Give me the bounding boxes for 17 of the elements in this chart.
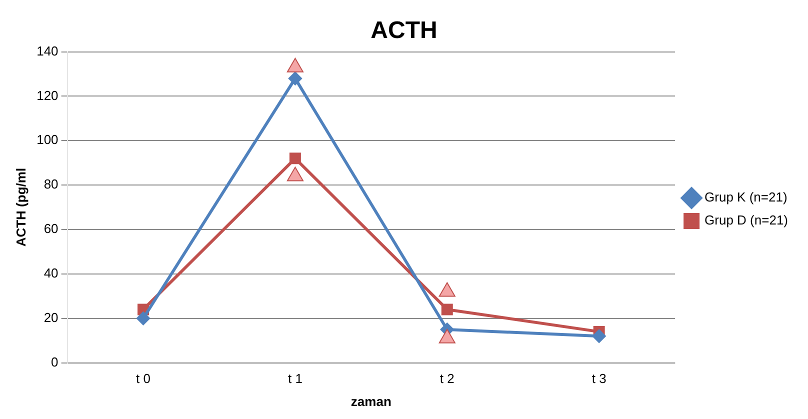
y-tick-label: 120: [36, 88, 58, 103]
x-axis-title: zaman: [350, 394, 392, 409]
y-tick-label: 0: [51, 354, 58, 370]
x-tick-label: t 2: [440, 371, 454, 386]
y-tick-label: 20: [44, 310, 58, 325]
x-tick-label: t 3: [592, 371, 606, 386]
x-tick-label: t 1: [288, 371, 302, 386]
chart-title: ACTH: [370, 17, 438, 44]
y-tick-label: 80: [44, 176, 58, 192]
y-tick-label: 100: [36, 132, 58, 148]
x-tick-label: t 0: [136, 371, 150, 386]
y-tick-label: 140: [36, 43, 58, 58]
y-axis-title: ACTH (pg/ml: [13, 168, 28, 247]
y-tick-label: 40: [44, 266, 58, 281]
legend-label: Grup K (n=21): [704, 190, 788, 205]
y-tick-label: 60: [44, 221, 58, 236]
legend-label: Grup D (n=21): [704, 212, 788, 228]
